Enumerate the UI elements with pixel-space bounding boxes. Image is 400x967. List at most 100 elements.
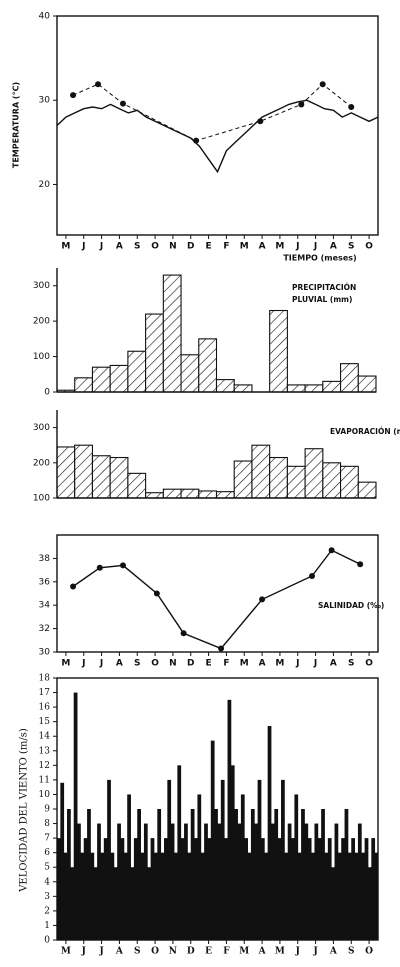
data-line <box>72 83 352 142</box>
data-point <box>357 561 364 568</box>
y-tick-label: 36 <box>39 577 51 587</box>
y-tick-label: 32 <box>39 624 50 634</box>
x-tick-label: A <box>258 947 267 957</box>
y-tick-label: 0 <box>44 936 50 946</box>
bar <box>250 809 255 940</box>
bar <box>198 338 218 393</box>
bar <box>304 448 324 499</box>
bar <box>215 379 235 393</box>
bar <box>307 838 312 940</box>
plot-frame <box>56 534 379 653</box>
bar <box>127 350 147 393</box>
data-point <box>95 81 102 88</box>
bar <box>160 852 165 940</box>
data-point <box>259 596 266 603</box>
bar <box>63 852 68 940</box>
y-tick-label: 300 <box>33 281 50 291</box>
bar <box>107 779 111 940</box>
bar <box>143 823 148 940</box>
x-tick-label: J <box>295 659 299 669</box>
y-tick-label: 38 <box>39 554 51 564</box>
y-tick-label: 4 <box>44 877 50 887</box>
bar <box>277 838 282 940</box>
bar <box>60 782 65 940</box>
bar <box>264 852 269 940</box>
x-tick-label: S <box>348 242 354 252</box>
bar <box>371 838 376 940</box>
bar <box>322 380 342 393</box>
panel: 0 100 200 300 PRECIPITACIÓN PLUVIAL (mm) <box>33 268 377 398</box>
x-tick-label: S <box>134 947 141 957</box>
y-tick-label: 300 <box>33 423 50 433</box>
bar <box>145 492 164 499</box>
bar <box>281 779 285 940</box>
x-tick-label: O <box>151 947 159 957</box>
bar <box>73 692 78 940</box>
bar <box>133 838 138 940</box>
y-tick-label: 6 <box>44 848 50 858</box>
bar <box>117 823 121 940</box>
y-tick-label: 34 <box>39 601 51 611</box>
x-tick-label: A <box>116 242 123 252</box>
bar <box>364 838 369 940</box>
bar <box>260 838 265 940</box>
x-tick-label: M <box>239 947 249 957</box>
bar <box>109 456 129 499</box>
bar <box>110 852 115 940</box>
bar <box>137 809 141 940</box>
x-tick-label: J <box>313 659 317 669</box>
data-line <box>56 99 379 174</box>
bar <box>204 823 208 940</box>
x-tick-label: A <box>259 659 266 669</box>
bar <box>74 444 93 499</box>
bar <box>167 779 172 940</box>
bar <box>357 375 377 393</box>
bar <box>324 852 329 940</box>
bar <box>77 823 81 940</box>
data-line <box>72 549 361 650</box>
bar <box>215 491 235 499</box>
bar <box>217 823 222 940</box>
bar <box>157 809 162 940</box>
x-tick-label: S <box>348 947 355 957</box>
x-tick-label: D <box>187 242 194 252</box>
x-tick-label: J <box>81 947 86 957</box>
bar <box>240 794 245 940</box>
x-tick-label: E <box>206 242 212 252</box>
y-tick-label: 10 <box>39 790 51 800</box>
x-tick-label: S <box>134 659 140 669</box>
bar <box>234 809 238 940</box>
bar <box>322 462 342 499</box>
data-point <box>309 572 316 579</box>
x-tick-label: A <box>330 242 337 252</box>
x-tick-label: O <box>365 659 373 669</box>
data-point <box>319 81 326 88</box>
x-tick-label: N <box>169 242 177 252</box>
x-tick-label: O <box>365 947 373 957</box>
bar <box>304 823 309 940</box>
x-tick-label: M <box>275 659 284 669</box>
bar <box>331 867 335 940</box>
bar <box>304 384 324 393</box>
data-point <box>153 590 160 597</box>
y-tick-label: 13 <box>39 746 51 756</box>
x-tick-label: A <box>116 659 123 669</box>
data-point <box>193 137 200 144</box>
x-tick-label: M <box>240 659 249 669</box>
x-tick-label: J <box>295 242 299 252</box>
x-tick-label: E <box>205 947 212 957</box>
x-tick-label: A <box>259 242 266 252</box>
data-point <box>257 118 264 125</box>
x-axis-label: TIEMPO (meses) <box>283 254 356 263</box>
data-point <box>119 562 126 569</box>
bar <box>127 472 147 499</box>
bar <box>311 852 315 940</box>
x-tick-label: A <box>330 659 337 669</box>
x-tick-label: D <box>187 659 194 669</box>
x-tick-label: A <box>329 947 338 957</box>
bar <box>87 809 91 940</box>
bar <box>357 823 362 940</box>
